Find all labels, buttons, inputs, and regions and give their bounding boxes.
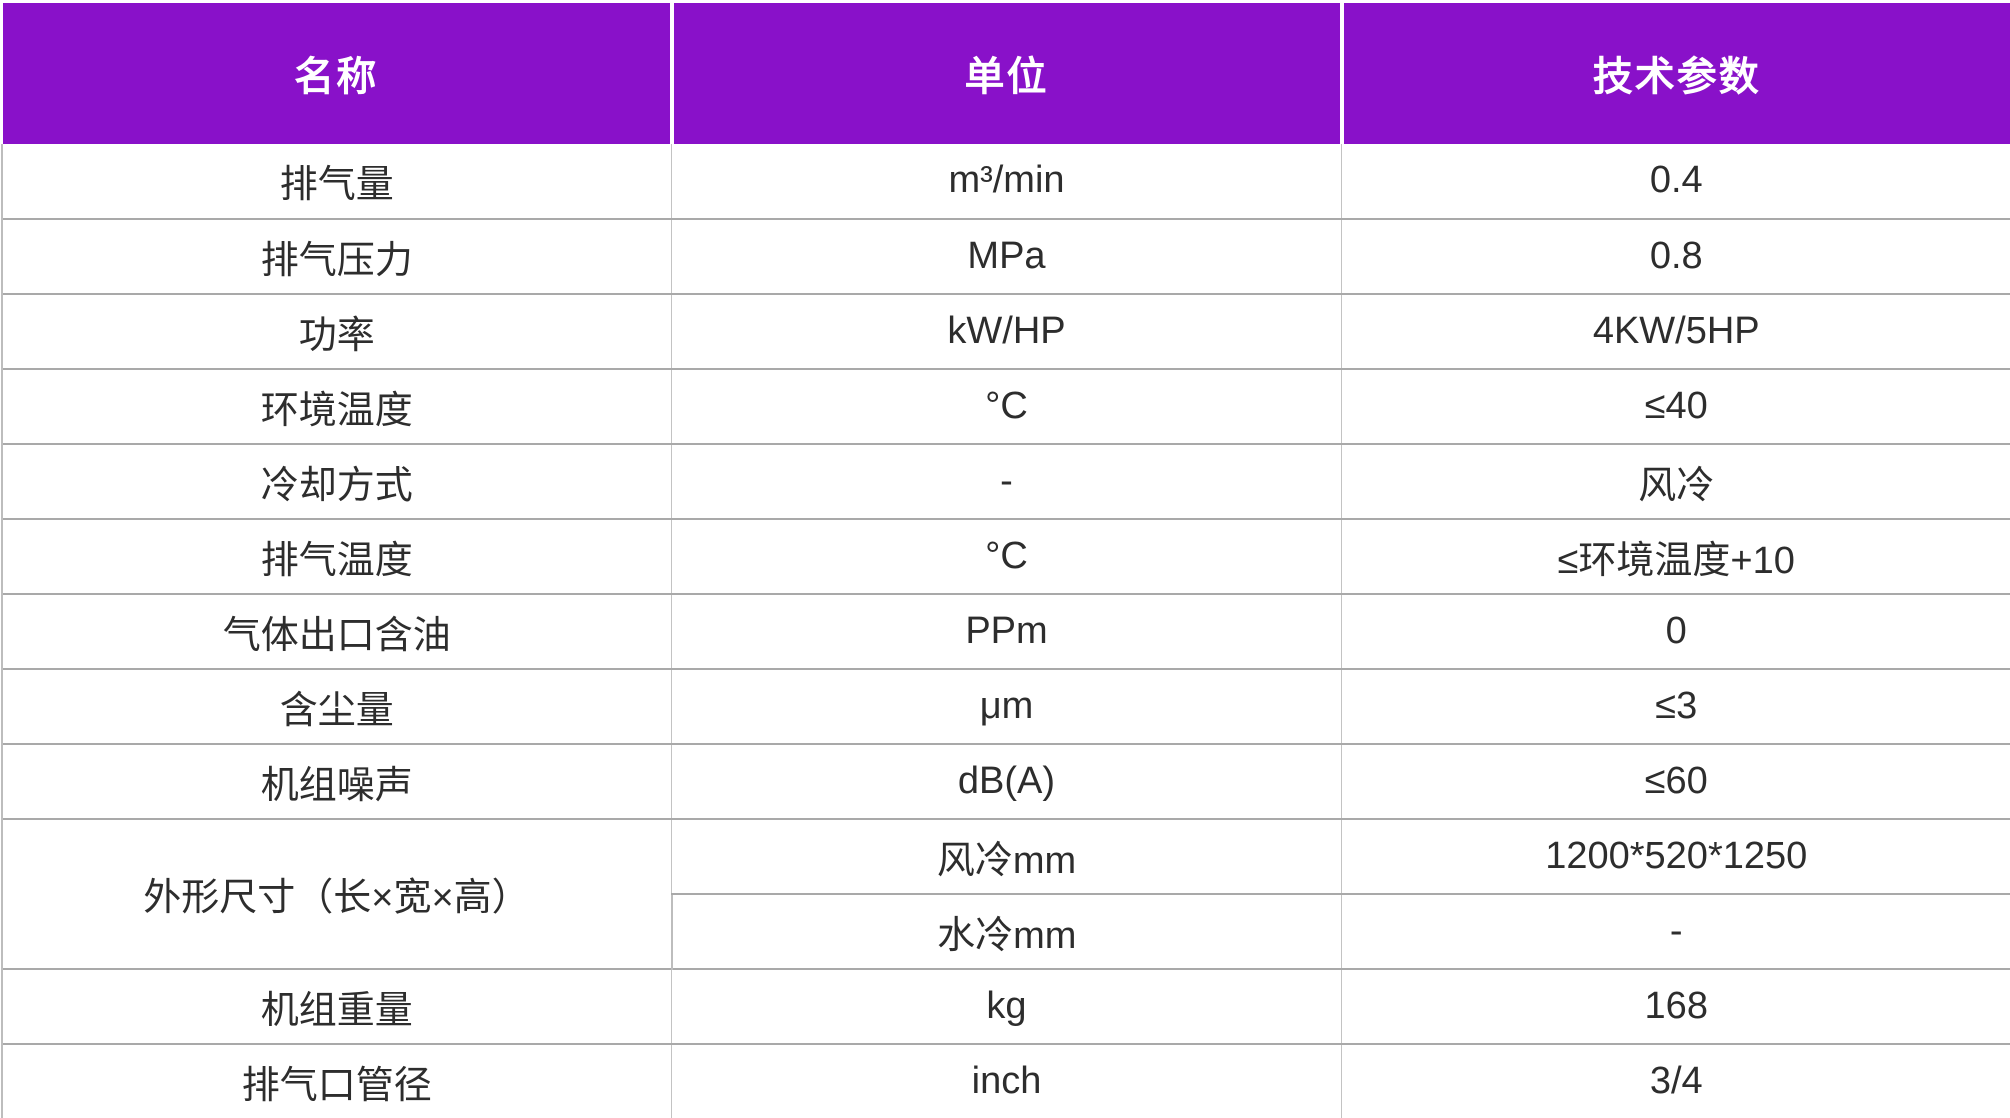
cell-unit: 风冷mm (671, 817, 1342, 894)
cell-name: 环境温度 (0, 367, 672, 444)
cell-value: 0 (1341, 592, 2010, 669)
cell-value: 风冷 (1341, 442, 2010, 519)
table-row-dimensions-air: 外形尺寸（长×宽×高） 风冷mm 1200*520*1250 (0, 817, 2010, 969)
cell-name: 机组噪声 (0, 742, 672, 819)
cell-name: 排气口管径 (0, 1042, 672, 1118)
cell-unit: °C (671, 367, 1342, 444)
cell-value: 168 (1341, 967, 2010, 1044)
table-row: 排气量 m³/min 0.4 (0, 143, 2010, 219)
table-row: 机组噪声 dB(A) ≤60 (0, 742, 2010, 819)
cell-value: ≤环境温度+10 (1341, 517, 2010, 594)
cell-unit: °C (671, 517, 1342, 594)
cell-value: 3/4 (1341, 1042, 2010, 1118)
table-row: 排气压力 MPa 0.8 (0, 217, 2010, 294)
table-row: 排气口管径 inch 3/4 (0, 1042, 2010, 1118)
table-body: 排气量 m³/min 0.4 排气压力 MPa 0.8 功率 kW/HP 4KW… (0, 143, 2010, 1118)
column-header-name: 名称 (0, 0, 674, 144)
cell-value: 0.4 (1341, 143, 2010, 219)
table-row: 气体出口含油 PPm 0 (0, 592, 2010, 669)
cell-value: ≤60 (1341, 742, 2010, 819)
column-header-param: 技术参数 (1339, 0, 2010, 144)
cell-value: 4KW/5HP (1341, 292, 2010, 369)
cell-unit: 水冷mm (670, 892, 1342, 969)
table-row: 功率 kW/HP 4KW/5HP (0, 292, 2010, 369)
table-header: 名称 单位 技术参数 (0, 0, 2010, 144)
cell-name: 排气温度 (0, 517, 672, 594)
cell-name: 排气量 (0, 143, 672, 219)
table-row: 机组重量 kg 168 (0, 967, 2010, 1044)
cell-value: 0.8 (1341, 217, 2010, 294)
cell-name: 气体出口含油 (0, 592, 672, 669)
cell-unit: μm (671, 667, 1342, 744)
table-row-dimensions-water: 水冷mm - (2, 892, 2010, 969)
cell-name: 排气压力 (0, 217, 672, 294)
cell-unit: m³/min (671, 143, 1342, 219)
table-row: 冷却方式 - 风冷 (0, 442, 2010, 519)
cell-name: 含尘量 (0, 667, 672, 744)
column-header-unit: 单位 (669, 0, 1344, 144)
cell-value: ≤40 (1341, 367, 2010, 444)
header-row: 名称 单位 技术参数 (0, 0, 2010, 144)
table-row: 排气温度 °C ≤环境温度+10 (0, 517, 2010, 594)
cell-unit: dB(A) (671, 742, 1342, 819)
cell-name: 冷却方式 (0, 442, 672, 519)
cell-name: 功率 (0, 292, 672, 369)
cell-unit: kW/HP (671, 292, 1342, 369)
cell-unit: - (671, 442, 1342, 519)
cell-unit: kg (671, 967, 1342, 1044)
table-row: 环境温度 °C ≤40 (0, 367, 2010, 444)
cell-unit: MPa (671, 217, 1342, 294)
cell-value: - (1341, 892, 2010, 969)
cell-name: 机组重量 (0, 967, 672, 1044)
cell-unit: PPm (671, 592, 1342, 669)
cell-value: ≤3 (1341, 667, 2010, 744)
cell-value: 1200*520*1250 (1341, 817, 2010, 894)
table-row: 含尘量 μm ≤3 (0, 667, 2010, 744)
cell-name-dimensions: 外形尺寸（长×宽×高） (0, 817, 672, 969)
cell-unit: inch (671, 1042, 1342, 1118)
